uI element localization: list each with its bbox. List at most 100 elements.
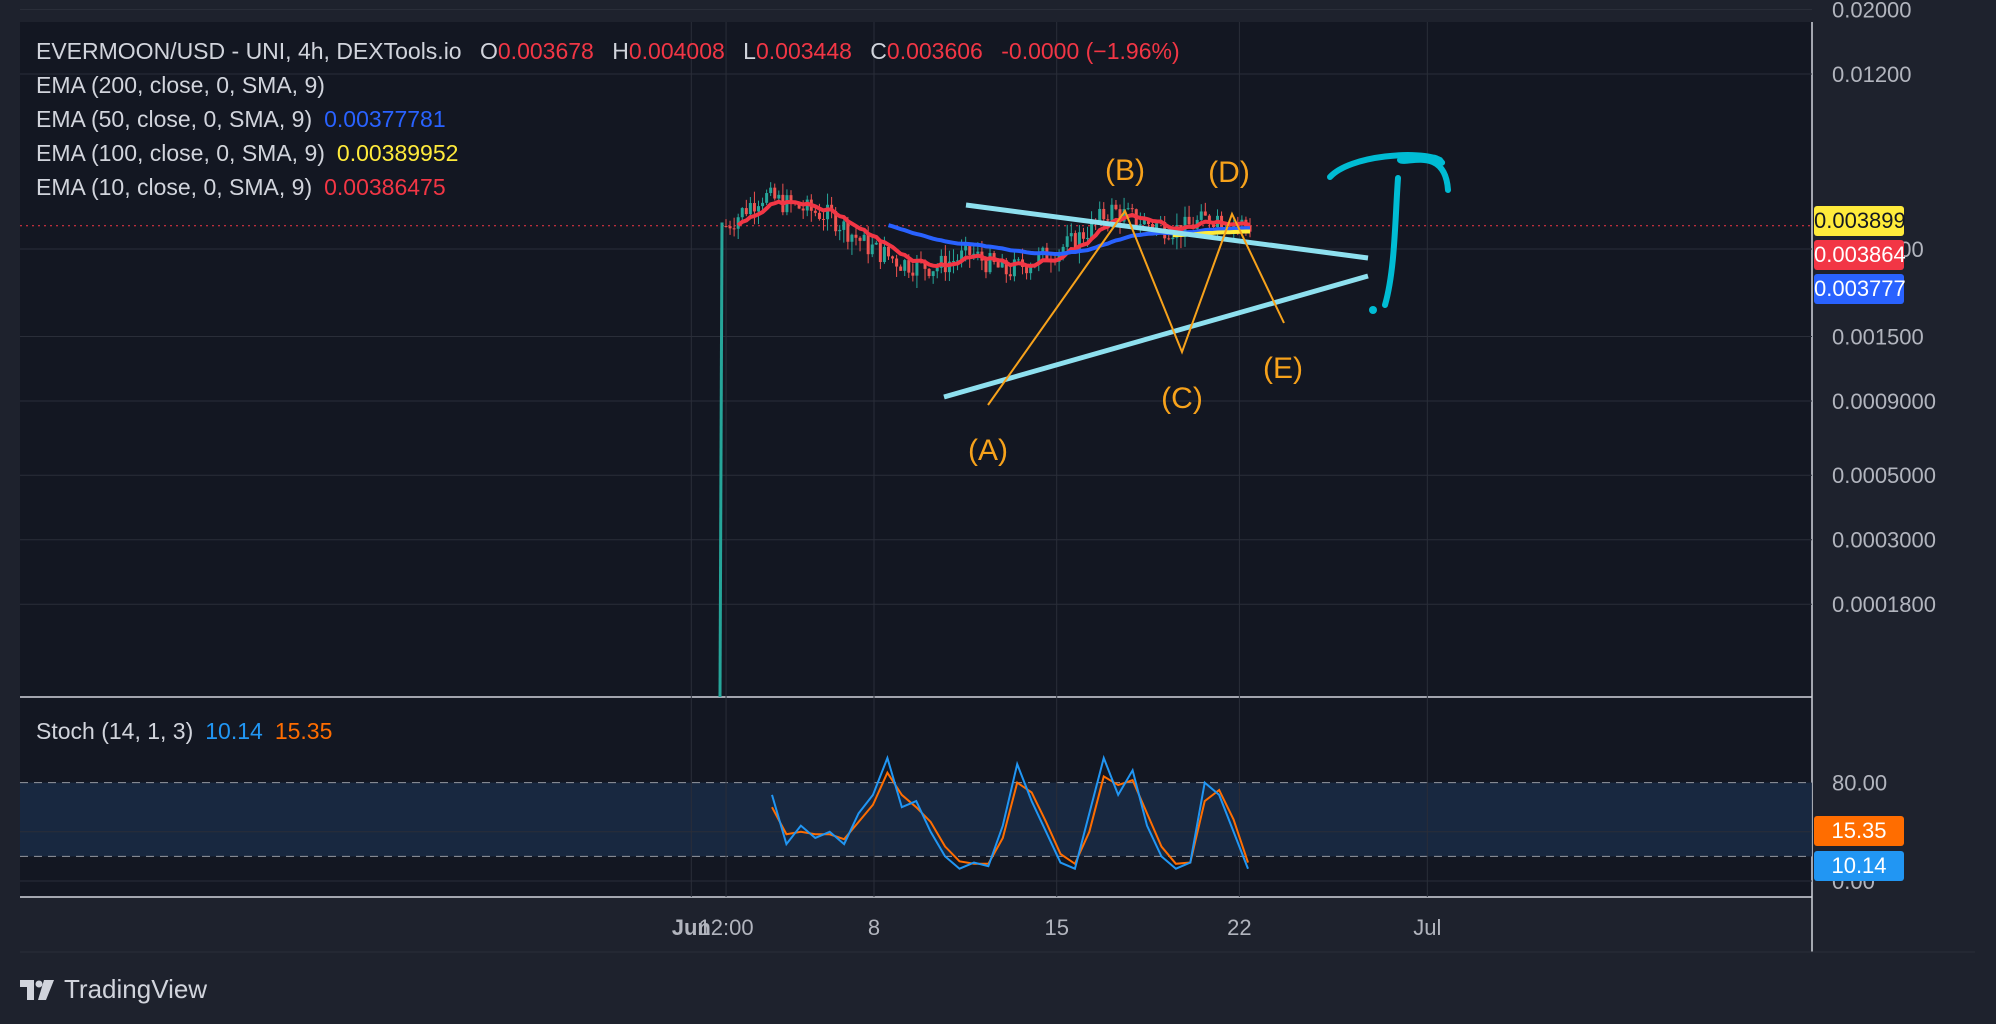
candle-body	[1090, 219, 1094, 238]
stoch-k-line	[771, 754, 1249, 871]
high-value: 0.004008	[628, 38, 725, 64]
candle-body	[1008, 274, 1012, 277]
candle-body	[854, 234, 858, 238]
candle-body	[1041, 247, 1045, 254]
ema-200-legend[interactable]: EMA (200, close, 0, SMA, 9)	[36, 72, 337, 99]
candle-body	[769, 187, 773, 194]
candle-body	[1012, 259, 1016, 277]
candle-body	[756, 206, 760, 212]
candle-body	[797, 202, 801, 209]
candle-body	[951, 260, 955, 262]
candle-body	[1207, 215, 1211, 225]
freehand-arrow-top	[1327, 152, 1446, 180]
stoch-legend[interactable]: Stoch (14, 1, 3) 10.14 15.35	[36, 718, 344, 745]
symbol-title: EVERMOON/USD - UNI, 4h, DEXTools.io	[36, 38, 462, 64]
candle-body	[1081, 232, 1085, 239]
stoch-tick-label: 80.00	[1832, 771, 1887, 796]
candle-body	[996, 261, 1000, 268]
candle-body	[1122, 209, 1126, 222]
candle-body	[834, 211, 838, 232]
candle-body	[1187, 216, 1191, 225]
plot-background	[20, 22, 1812, 897]
candle-body	[724, 225, 728, 227]
candle-body	[777, 194, 781, 199]
time-tick-label: 8	[868, 915, 880, 940]
candle-body	[821, 218, 825, 220]
stoch-k-value: 10.14	[205, 718, 263, 744]
candle-body	[744, 208, 748, 215]
candle-body	[761, 202, 765, 207]
wave-label: (E)	[1263, 352, 1303, 385]
price-badge-ema10: 0.003864	[1814, 240, 1906, 270]
candle-body	[826, 204, 830, 220]
candle-body	[728, 226, 732, 229]
candle-body	[813, 210, 817, 213]
stoch-label: Stoch (14, 1, 3)	[36, 718, 194, 744]
ema-50-value: 0.00377781	[324, 106, 446, 132]
ema-50-legend[interactable]: EMA (50, close, 0, SMA, 9) 0.00377781	[36, 106, 458, 133]
wave-label: (D)	[1208, 156, 1250, 189]
candle-body	[927, 268, 931, 277]
candle-body	[1138, 224, 1142, 226]
candle-body	[1077, 232, 1081, 251]
ema-10-legend[interactable]: EMA (10, close, 0, SMA, 9) 0.00386475	[36, 174, 458, 201]
candle-body	[1061, 246, 1065, 253]
candle-body	[1110, 204, 1114, 221]
candle-body	[1000, 260, 1004, 268]
candle-body	[773, 187, 777, 199]
candle-body	[858, 237, 862, 241]
candle-body	[740, 208, 744, 218]
candle-body	[748, 203, 752, 215]
candle-body	[870, 244, 874, 255]
candle-body	[1151, 224, 1155, 229]
candle-body	[1004, 260, 1008, 275]
time-tick-label: 12:00	[699, 915, 754, 940]
candle-body	[801, 208, 805, 211]
candle-body	[838, 229, 842, 232]
candle-body	[817, 212, 821, 219]
candle-body	[842, 221, 846, 230]
candle-body	[931, 271, 935, 277]
ema-100-label: EMA (100, close, 0, SMA, 9)	[36, 140, 325, 166]
stoch-d-value: 15.35	[274, 718, 333, 744]
low-label: L	[743, 38, 756, 64]
open-label: O	[480, 38, 498, 64]
candle-body	[903, 260, 907, 271]
low-value: 0.003448	[755, 38, 852, 64]
candle-body	[1167, 238, 1171, 240]
candle-body	[765, 193, 769, 203]
stoch-badge-k: 10.14	[1814, 851, 1904, 881]
candle-body	[874, 242, 878, 245]
price-tick-label: 0.02000	[1832, 0, 1912, 22]
candle-body	[984, 260, 988, 273]
ema-10-value: 0.00386475	[324, 174, 446, 200]
price-tick-label: 0.001500	[1832, 325, 1924, 350]
candle-body	[862, 234, 866, 241]
candle-body	[1037, 253, 1041, 264]
candle-body	[866, 234, 870, 255]
candle-body	[878, 242, 882, 263]
stoch-band	[20, 782, 1812, 857]
candle-body	[1102, 208, 1106, 220]
tradingview-logo[interactable]: TradingView	[20, 974, 207, 1005]
open-value: 0.003678	[497, 38, 594, 64]
candle-body	[1155, 223, 1159, 229]
tradingview-icon	[20, 979, 54, 1000]
change-value: -0.0000 (−1.96%)	[1001, 38, 1180, 64]
ema-10-line	[736, 199, 1251, 269]
candle-body	[1025, 266, 1029, 274]
candle-body	[886, 246, 890, 257]
candle-body	[732, 228, 736, 230]
ema-100-value: 0.00389952	[336, 140, 459, 166]
candle-body	[846, 221, 850, 242]
ema-200-label: EMA (200, close, 0, SMA, 9)	[36, 72, 325, 98]
candle-body	[1114, 204, 1118, 210]
stoch-badge-d: 15.35	[1814, 816, 1904, 846]
ema-100-legend[interactable]: EMA (100, close, 0, SMA, 9) 0.00389952	[36, 140, 470, 167]
candle-body	[895, 258, 899, 267]
triangle-lower-trendline	[943, 273, 1369, 400]
time-tick-label: Jul	[1413, 915, 1441, 940]
candle-body	[1069, 233, 1073, 237]
